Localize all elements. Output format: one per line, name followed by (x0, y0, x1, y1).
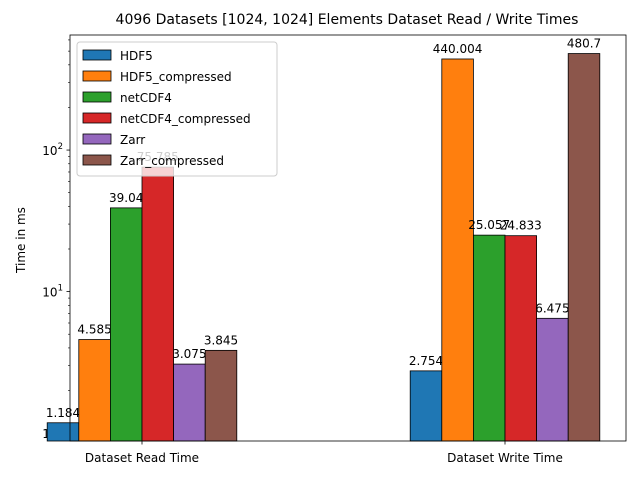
bar-netCDF4_compressed-1 (504, 235, 538, 442)
legend-swatch (82, 70, 112, 82)
legend-label: HDF5 (120, 49, 153, 63)
axes-frame (69, 34, 627, 442)
data-label: 480.7 (567, 37, 601, 51)
legend-swatch (82, 49, 112, 61)
legend-swatch (82, 91, 112, 103)
bar-Zarr_compressed-0 (204, 349, 238, 442)
bar-HDF5_compressed-1 (441, 58, 474, 442)
data-label: 25.057 (468, 218, 510, 232)
data-label: 440.004 (433, 42, 483, 56)
chart-title: 4096 Datasets [1024, 1024] Elements Data… (116, 12, 579, 28)
legend-swatch (82, 133, 112, 145)
data-label: 2.754 (409, 354, 443, 368)
bar-Zarr_compressed-1 (567, 53, 601, 442)
bar-netCDF4-0 (110, 207, 143, 442)
data-label: 39.04 (109, 191, 143, 205)
bar-HDF5_compressed-0 (78, 339, 111, 442)
legend-label: netCDF4_compressed (120, 112, 251, 126)
legend-label: Zarr (120, 133, 145, 147)
data-label: 4.585 (77, 323, 111, 337)
bar-HDF5-1 (409, 370, 443, 442)
plot-area: 1001011021.1842.7544.585440.00439.0425.0… (42, 34, 627, 465)
y-tick-label: 101 (42, 284, 63, 300)
bar-HDF5-0 (46, 422, 80, 442)
legend-label: Zarr_compressed (120, 154, 224, 168)
y-axis-label: Time in ms (14, 207, 28, 274)
x-tick-label: Dataset Write Time (447, 451, 563, 465)
data-label: 3.845 (204, 333, 238, 347)
y-tick-label: 102 (42, 142, 63, 158)
legend-box (76, 41, 278, 177)
data-label: 24.833 (500, 219, 542, 233)
data-label: 3.075 (172, 347, 206, 361)
bar-netCDF4-1 (472, 234, 506, 442)
legend-label: netCDF4 (120, 91, 172, 105)
legend: HDF5 HDF5_compressed netCDF4 netCDF4_compre… (76, 41, 278, 177)
legend-swatch (82, 154, 112, 166)
legend-label: HDF5_compressed (120, 70, 232, 84)
bar-Zarr-0 (173, 363, 206, 442)
data-label: 6.475 (535, 301, 569, 315)
legend-swatch (82, 112, 112, 124)
bar-netCDF4_compressed-0 (141, 166, 175, 442)
bar-Zarr-1 (536, 317, 569, 442)
x-tick-label: Dataset Read Time (85, 451, 199, 465)
data-label: 1.184 (46, 406, 80, 420)
